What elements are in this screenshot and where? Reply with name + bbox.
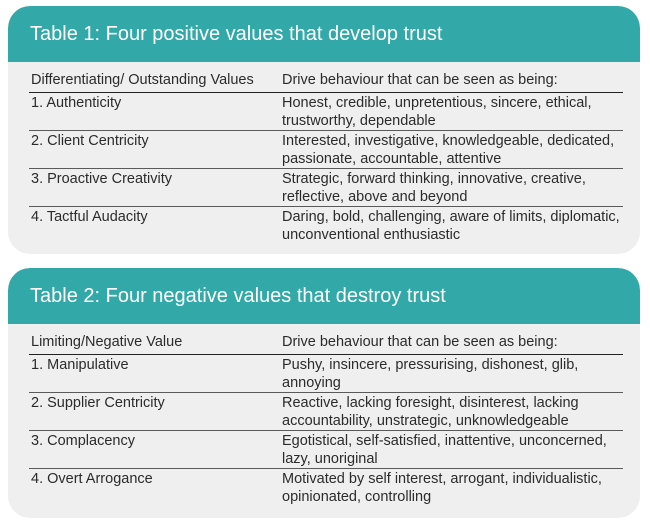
table-row: 1. Manipulative Pushy, insincere, pressu… <box>29 355 623 393</box>
table-row: 2. Supplier Centricity Reactive, lacking… <box>29 393 623 431</box>
behaviour-cell: Pushy, insincere, pressurising, dishones… <box>282 357 579 391</box>
table-row: 1. Authenticity Honest, credible, unpret… <box>29 93 623 131</box>
table-row: 2. Client Centricity Interested, investi… <box>29 131 623 169</box>
table-row: 3. Proactive Creativity Strategic, forwa… <box>29 169 623 207</box>
table2-card: Table 2: Four negative values that destr… <box>8 268 640 518</box>
behaviour-cell: Motivated by self interest, arrogant, in… <box>282 471 602 505</box>
table2-title: Table 2: Four negative values that destr… <box>8 268 640 324</box>
table1-header-value: Differentiating/ Outstanding Values <box>31 72 254 88</box>
table1-header-behaviour: Drive behaviour that can be seen as bein… <box>282 72 558 88</box>
table1-title: Table 1: Four positive values that devel… <box>8 6 640 62</box>
table2-header-row: Limiting/Negative Value Drive behaviour … <box>29 332 623 355</box>
table2-header-behaviour: Drive behaviour that can be seen as bein… <box>282 334 558 350</box>
value-cell: 4. Tactful Audacity <box>31 209 148 225</box>
value-cell: 1. Authenticity <box>31 95 122 111</box>
behaviour-cell: Strategic, forward thinking, innovative,… <box>282 171 586 205</box>
behaviour-cell: Interested, investigative, knowledgeable… <box>282 133 615 167</box>
value-cell: 2. Client Centricity <box>31 133 149 149</box>
value-cell: 3. Complacency <box>31 433 135 449</box>
table2-header-value: Limiting/Negative Value <box>31 334 183 350</box>
table2: Limiting/Negative Value Drive behaviour … <box>29 332 623 507</box>
table1: Differentiating/ Outstanding Values Driv… <box>29 70 623 245</box>
table1-header-row: Differentiating/ Outstanding Values Driv… <box>29 70 623 93</box>
behaviour-cell: Reactive, lacking foresight, disinterest… <box>282 395 579 429</box>
value-cell: 3. Proactive Creativity <box>31 171 173 187</box>
table-row: 3. Complacency Egotistical, self-satisfi… <box>29 431 623 469</box>
value-cell: 2. Supplier Centricity <box>31 395 165 411</box>
table-row: 4. Overt Arrogance Motivated by self int… <box>29 469 623 507</box>
value-cell: 1. Manipulative <box>31 357 129 373</box>
behaviour-cell: Daring, bold, challenging, aware of limi… <box>282 209 620 243</box>
table-row: 4. Tactful Audacity Daring, bold, challe… <box>29 207 623 245</box>
value-cell: 4. Overt Arrogance <box>31 471 153 487</box>
behaviour-cell: Egotistical, self-satisfied, inattentive… <box>282 433 607 467</box>
table1-card: Table 1: Four positive values that devel… <box>8 6 640 254</box>
behaviour-cell: Honest, credible, unpretentious, sincere… <box>282 95 592 129</box>
